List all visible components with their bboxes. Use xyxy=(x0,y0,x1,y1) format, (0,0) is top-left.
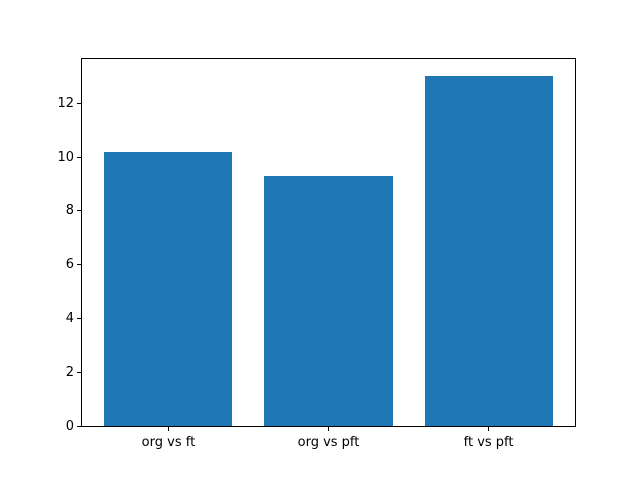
x-tick-mark xyxy=(488,427,490,431)
bar-ft-vs-pft xyxy=(424,76,553,426)
y-tick-mark xyxy=(77,371,81,373)
x-tick-label: ft vs pft xyxy=(463,435,514,450)
y-tick-mark xyxy=(77,156,81,158)
y-tick-label: 8 xyxy=(65,203,74,219)
y-tick-label: 6 xyxy=(65,257,74,273)
y-tick-label: 4 xyxy=(65,310,74,326)
x-tick-label: org vs ft xyxy=(141,435,196,450)
y-tick-label: 0 xyxy=(65,418,74,434)
plot-area: 0 2 4 6 8 10 12 org vs ft org vs pft ft vs pft xyxy=(57,58,576,450)
y-tick-label: 10 xyxy=(57,149,74,165)
bar-org-vs-pft xyxy=(264,175,393,426)
y-tick-mark xyxy=(77,102,81,104)
y-tick-mark xyxy=(77,425,81,427)
y-tick-mark xyxy=(77,210,81,212)
x-tick-mark xyxy=(167,427,169,431)
y-tick-mark xyxy=(77,317,81,319)
x-tick-mark xyxy=(328,427,329,431)
y-tick-label: 2 xyxy=(65,364,74,380)
x-tick-label: org vs pft xyxy=(297,435,360,450)
y-tick-mark xyxy=(77,264,81,266)
bar-org-vs-ft xyxy=(104,151,233,426)
y-tick-label: 12 xyxy=(57,95,74,111)
